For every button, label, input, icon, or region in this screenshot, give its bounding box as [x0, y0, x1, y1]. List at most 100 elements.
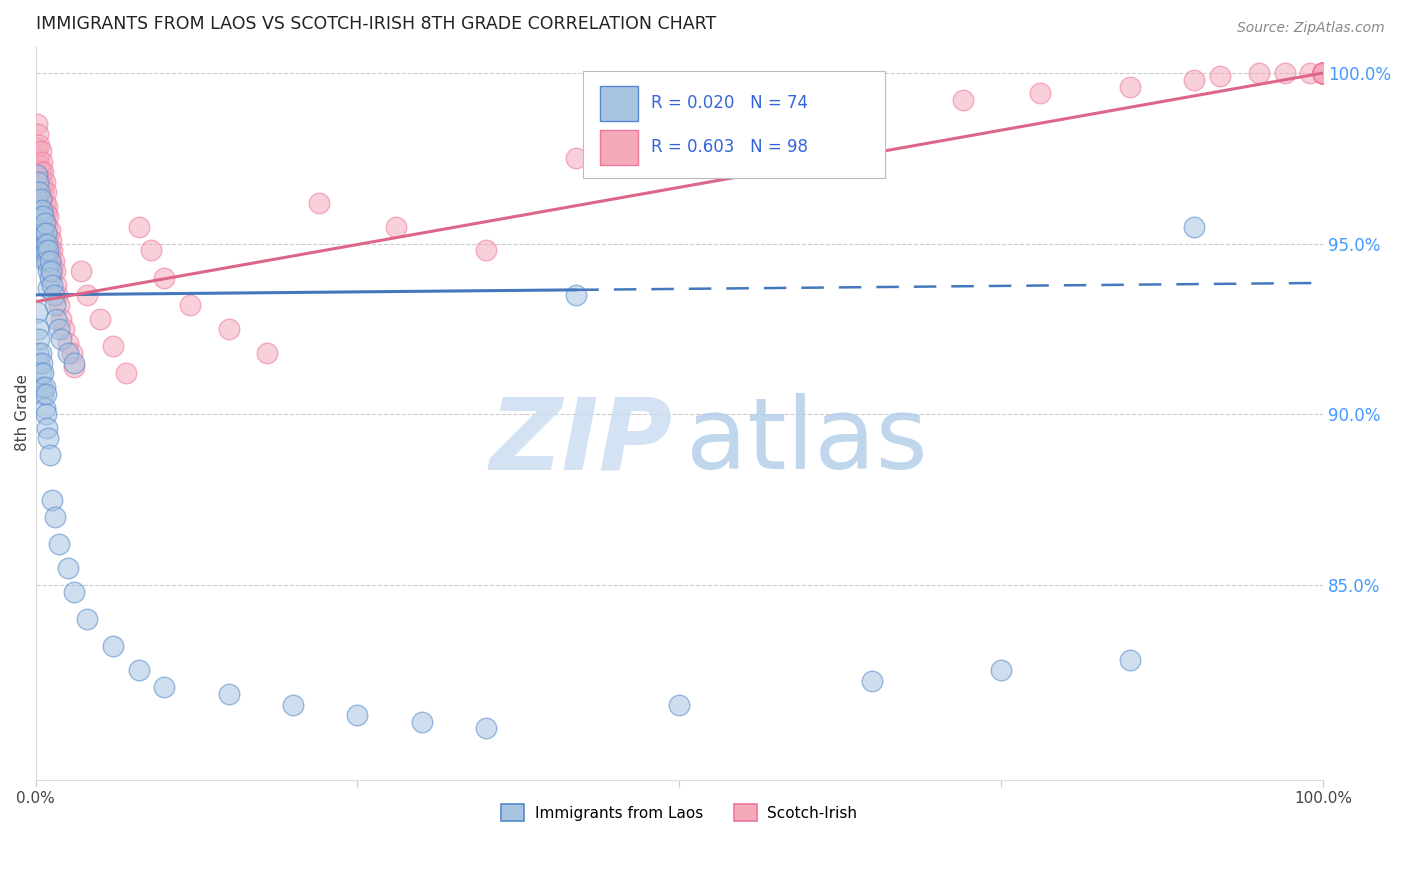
Point — [32, 367, 55, 381]
Point — [41, 244, 63, 258]
Point — [37, 236, 59, 251]
Point — [44, 509, 66, 524]
Point — [38, 244, 60, 258]
Point — [1312, 66, 1334, 80]
Point — [32, 186, 55, 200]
Point — [38, 223, 60, 237]
Point — [27, 128, 49, 142]
Point — [76, 612, 98, 626]
Point — [1312, 66, 1334, 80]
Point — [30, 192, 52, 206]
Legend: Immigrants from Laos, Scotch-Irish: Immigrants from Laos, Scotch-Irish — [495, 798, 863, 827]
Point — [32, 227, 55, 241]
Text: R = 0.603   N = 98: R = 0.603 N = 98 — [651, 138, 808, 156]
Point — [475, 244, 498, 258]
Point — [1312, 66, 1334, 80]
Point — [28, 178, 51, 193]
Point — [25, 305, 48, 319]
Point — [346, 707, 368, 722]
Point — [28, 137, 51, 152]
Point — [1182, 72, 1205, 87]
Point — [25, 192, 48, 206]
Point — [1312, 66, 1334, 80]
Point — [1312, 66, 1334, 80]
Point — [30, 145, 52, 159]
Point — [1209, 70, 1232, 84]
FancyBboxPatch shape — [599, 86, 638, 121]
Point — [41, 492, 63, 507]
Point — [30, 212, 52, 227]
Point — [37, 421, 59, 435]
Point — [48, 298, 70, 312]
Point — [37, 210, 59, 224]
Point — [37, 253, 59, 268]
Point — [27, 219, 49, 234]
Point — [385, 219, 408, 234]
Point — [38, 270, 60, 285]
Point — [28, 195, 51, 210]
Point — [34, 195, 56, 210]
Point — [31, 223, 53, 237]
Point — [31, 202, 53, 217]
Point — [1312, 66, 1334, 80]
Point — [1299, 66, 1322, 80]
Point — [32, 223, 55, 237]
Point — [48, 537, 70, 551]
Point — [668, 134, 690, 148]
Point — [41, 264, 63, 278]
Point — [862, 673, 884, 688]
Point — [32, 387, 55, 401]
Point — [32, 210, 55, 224]
Point — [770, 117, 793, 131]
Point — [35, 387, 58, 401]
Point — [37, 219, 59, 234]
Point — [31, 154, 53, 169]
Y-axis label: 8th Grade: 8th Grade — [15, 374, 30, 451]
Point — [39, 264, 62, 278]
Point — [63, 356, 86, 370]
Point — [45, 311, 67, 326]
Point — [1119, 653, 1142, 667]
Point — [31, 192, 53, 206]
Point — [56, 346, 79, 360]
Point — [25, 141, 48, 155]
Point — [952, 93, 974, 107]
Point — [27, 175, 49, 189]
Point — [1274, 66, 1296, 80]
Point — [56, 561, 79, 575]
Point — [51, 311, 73, 326]
Point — [1312, 66, 1334, 80]
Point — [41, 277, 63, 292]
Point — [128, 664, 150, 678]
Point — [51, 332, 73, 346]
Point — [1182, 219, 1205, 234]
Point — [308, 195, 330, 210]
Point — [37, 230, 59, 244]
Point — [38, 448, 60, 462]
Point — [114, 367, 136, 381]
Point — [42, 253, 65, 268]
Point — [31, 244, 53, 258]
Point — [1312, 66, 1334, 80]
Point — [37, 431, 59, 445]
Point — [1312, 66, 1334, 80]
Point — [45, 277, 67, 292]
Point — [30, 186, 52, 200]
Point — [1312, 66, 1334, 80]
Point — [37, 264, 59, 278]
Point — [46, 288, 69, 302]
Point — [28, 158, 51, 172]
Point — [28, 230, 51, 244]
Point — [27, 151, 49, 165]
Point — [48, 322, 70, 336]
Point — [37, 244, 59, 258]
FancyBboxPatch shape — [582, 71, 886, 178]
Point — [37, 281, 59, 295]
Point — [34, 401, 56, 415]
Point — [25, 117, 48, 131]
Point — [1312, 66, 1334, 80]
Point — [1312, 66, 1334, 80]
Point — [35, 227, 58, 241]
Point — [44, 264, 66, 278]
Point — [153, 270, 176, 285]
